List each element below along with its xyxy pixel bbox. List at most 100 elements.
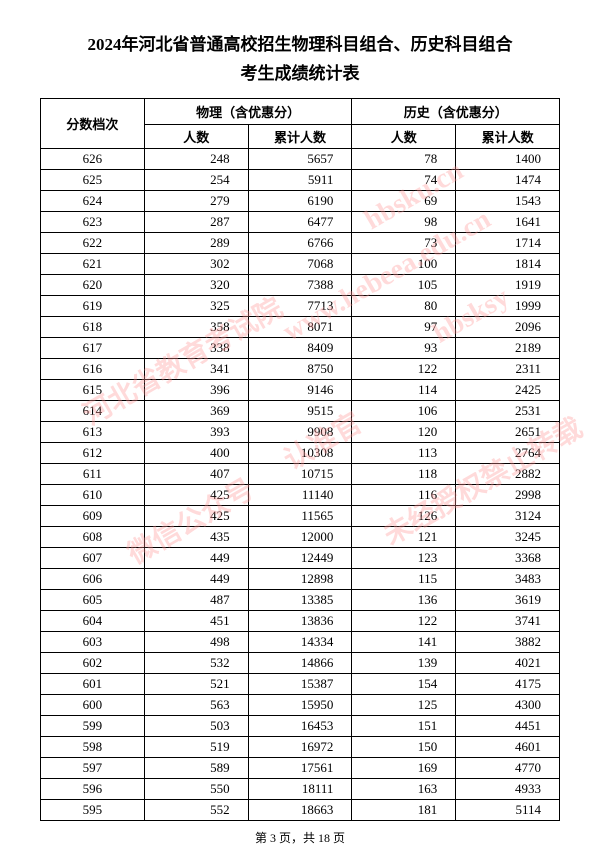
header-physics-cumulative: 累计人数 — [248, 125, 352, 149]
cell-history-count: 123 — [352, 548, 456, 569]
cell-physics-cumulative: 18111 — [248, 779, 352, 800]
cell-physics-cumulative: 6477 — [248, 212, 352, 233]
cell-history-count: 97 — [352, 317, 456, 338]
cell-physics-cumulative: 8750 — [248, 359, 352, 380]
cell-history-count: 69 — [352, 191, 456, 212]
cell-score: 618 — [41, 317, 145, 338]
cell-physics-cumulative: 17561 — [248, 758, 352, 779]
cell-physics-cumulative: 12898 — [248, 569, 352, 590]
cell-history-cumulative: 4451 — [456, 716, 560, 737]
cell-history-count: 116 — [352, 485, 456, 506]
table-row: 61539691461142425 — [41, 380, 560, 401]
table-row: 61634187501222311 — [41, 359, 560, 380]
cell-physics-count: 325 — [144, 296, 248, 317]
table-row: 61436995151062531 — [41, 401, 560, 422]
cell-history-cumulative: 4021 — [456, 653, 560, 674]
cell-history-cumulative: 2998 — [456, 485, 560, 506]
cell-physics-count: 451 — [144, 611, 248, 632]
cell-score: 620 — [41, 275, 145, 296]
cell-history-count: 125 — [352, 695, 456, 716]
cell-physics-cumulative: 5657 — [248, 149, 352, 170]
cell-physics-count: 407 — [144, 464, 248, 485]
cell-history-cumulative: 3245 — [456, 527, 560, 548]
table-row: 6262485657781400 — [41, 149, 560, 170]
cell-score: 607 — [41, 548, 145, 569]
cell-history-cumulative: 1999 — [456, 296, 560, 317]
cell-history-cumulative: 3368 — [456, 548, 560, 569]
score-table: 分数档次 物理（含优惠分） 历史（含优惠分） 人数 累计人数 人数 累计人数 6… — [40, 98, 560, 821]
cell-physics-count: 254 — [144, 170, 248, 191]
cell-history-cumulative: 1714 — [456, 233, 560, 254]
cell-physics-cumulative: 9908 — [248, 422, 352, 443]
cell-physics-cumulative: 7713 — [248, 296, 352, 317]
table-row: 610425111401162998 — [41, 485, 560, 506]
table-row: 6193257713801999 — [41, 296, 560, 317]
cell-history-count: 93 — [352, 338, 456, 359]
cell-score: 617 — [41, 338, 145, 359]
cell-history-cumulative: 2425 — [456, 380, 560, 401]
table-row: 595552186631815114 — [41, 800, 560, 821]
cell-history-cumulative: 3741 — [456, 611, 560, 632]
cell-history-cumulative: 4601 — [456, 737, 560, 758]
cell-history-cumulative: 3882 — [456, 632, 560, 653]
cell-score: 611 — [41, 464, 145, 485]
cell-physics-cumulative: 9515 — [248, 401, 352, 422]
cell-physics-count: 550 — [144, 779, 248, 800]
cell-physics-count: 287 — [144, 212, 248, 233]
cell-score: 621 — [41, 254, 145, 275]
cell-score: 623 — [41, 212, 145, 233]
cell-physics-count: 435 — [144, 527, 248, 548]
cell-physics-count: 320 — [144, 275, 248, 296]
cell-physics-cumulative: 15950 — [248, 695, 352, 716]
cell-score: 625 — [41, 170, 145, 191]
header-history: 历史（含优惠分） — [352, 99, 560, 125]
cell-score: 595 — [41, 800, 145, 821]
table-row: 6183588071972096 — [41, 317, 560, 338]
cell-physics-cumulative: 8409 — [248, 338, 352, 359]
cell-history-cumulative: 1641 — [456, 212, 560, 233]
cell-history-count: 154 — [352, 674, 456, 695]
cell-physics-count: 589 — [144, 758, 248, 779]
cell-physics-count: 449 — [144, 548, 248, 569]
cell-history-count: 98 — [352, 212, 456, 233]
cell-physics-count: 393 — [144, 422, 248, 443]
cell-history-count: 181 — [352, 800, 456, 821]
cell-history-count: 105 — [352, 275, 456, 296]
table-row: 61339399081202651 — [41, 422, 560, 443]
table-row: 600563159501254300 — [41, 695, 560, 716]
page-subtitle: 考生成绩统计表 — [40, 59, 560, 84]
cell-physics-cumulative: 9146 — [248, 380, 352, 401]
cell-physics-count: 498 — [144, 632, 248, 653]
cell-physics-count: 519 — [144, 737, 248, 758]
cell-history-cumulative: 1543 — [456, 191, 560, 212]
cell-history-cumulative: 4175 — [456, 674, 560, 695]
table-row: 598519169721504601 — [41, 737, 560, 758]
cell-physics-cumulative: 16453 — [248, 716, 352, 737]
cell-history-count: 121 — [352, 527, 456, 548]
cell-physics-count: 487 — [144, 590, 248, 611]
cell-history-cumulative: 2531 — [456, 401, 560, 422]
cell-history-count: 163 — [352, 779, 456, 800]
header-physics-count: 人数 — [144, 125, 248, 149]
cell-physics-count: 358 — [144, 317, 248, 338]
cell-score: 619 — [41, 296, 145, 317]
cell-history-count: 73 — [352, 233, 456, 254]
cell-physics-cumulative: 12449 — [248, 548, 352, 569]
table-row: 612400103081132764 — [41, 443, 560, 464]
cell-history-cumulative: 2311 — [456, 359, 560, 380]
cell-score: 613 — [41, 422, 145, 443]
cell-score: 608 — [41, 527, 145, 548]
cell-history-count: 100 — [352, 254, 456, 275]
cell-physics-count: 338 — [144, 338, 248, 359]
cell-score: 598 — [41, 737, 145, 758]
table-row: 605487133851363619 — [41, 590, 560, 611]
cell-score: 614 — [41, 401, 145, 422]
cell-history-count: 150 — [352, 737, 456, 758]
cell-physics-cumulative: 11140 — [248, 485, 352, 506]
table-row: 611407107151182882 — [41, 464, 560, 485]
cell-history-cumulative: 1474 — [456, 170, 560, 191]
cell-score: 609 — [41, 506, 145, 527]
cell-history-cumulative: 2189 — [456, 338, 560, 359]
cell-score: 597 — [41, 758, 145, 779]
page-footer: 第 3 页，共 18 页 — [40, 829, 560, 846]
